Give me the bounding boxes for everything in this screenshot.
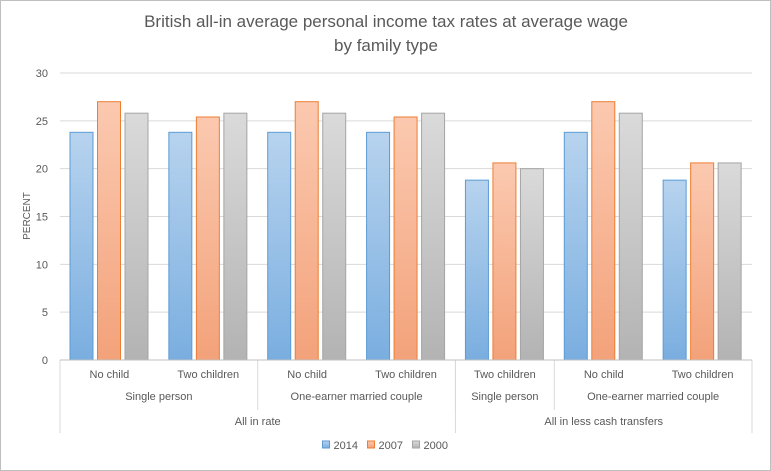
y-tick-label: 10: [36, 259, 48, 271]
x-category-label: Two children: [474, 369, 536, 381]
bar-2000-3: [322, 112, 347, 361]
x-axis: No child Two children No child Two children…: [59, 359, 753, 433]
legend-label-2000: 2000: [424, 440, 448, 452]
y-tick-label: 15: [36, 212, 48, 224]
bar-2014-5: [464, 179, 489, 361]
x-category-label: No child: [584, 369, 624, 381]
bar-2014-1: [69, 131, 94, 361]
bar-2007-6: [591, 101, 616, 361]
legend-swatch-2000: [412, 440, 420, 449]
bar-2014-4: [366, 131, 391, 361]
x-category-label: No child: [90, 369, 130, 381]
chart-subtitle: by family type: [334, 36, 438, 55]
legend-swatch-2007: [367, 440, 375, 449]
bar-2007-4: [393, 116, 418, 361]
bar-2007-5: [492, 162, 517, 361]
bar-2000-4: [421, 112, 446, 361]
bar-2000-5: [519, 168, 544, 361]
legend-label-2014: 2014: [334, 440, 358, 452]
x-category-label: Two children: [177, 369, 239, 381]
bar-2007-2: [195, 116, 220, 361]
y-axis-title: PERCENT: [22, 192, 33, 240]
bar-2000-1: [124, 112, 149, 361]
x-category-label: Two children: [375, 369, 437, 381]
x-group-label: One-earner married couple: [291, 391, 423, 403]
legend-label-2007: 2007: [379, 440, 403, 452]
bar-2014-6: [563, 131, 588, 361]
bar-2014-2: [168, 131, 193, 361]
legend-swatch-2014: [322, 440, 330, 449]
bar-2000-7: [717, 162, 742, 361]
bar-2007-7: [690, 162, 715, 361]
chart-title: British all-in average personal income t…: [144, 12, 628, 31]
bar-2000-6: [618, 112, 643, 361]
x-category-label: No child: [287, 369, 327, 381]
y-axis-ticks: 0 5 10 15 20 25 30: [36, 68, 48, 367]
bar-2007-1: [97, 101, 121, 361]
x-group-label: Single person: [125, 391, 192, 403]
y-tick-label: 25: [36, 116, 48, 128]
bar-2014-3: [267, 131, 292, 361]
x-category-label: Two children: [672, 369, 734, 381]
y-tick-label: 20: [36, 164, 48, 176]
y-tick-label: 5: [42, 307, 48, 319]
bar-2007-3: [294, 101, 319, 361]
bars: [69, 101, 742, 361]
y-tick-label: 30: [36, 68, 48, 80]
bar-2014-7: [662, 179, 687, 361]
legend: 2014 2007 2000: [322, 440, 448, 452]
x-supergroup-label: All in rate: [235, 416, 281, 428]
x-supergroup-label: All in less cash transfers: [544, 416, 663, 428]
bar-2000-2: [223, 112, 248, 361]
y-tick-label: 0: [42, 355, 48, 367]
x-group-label: One-earner married couple: [587, 391, 719, 403]
x-group-label: Single person: [471, 391, 538, 403]
